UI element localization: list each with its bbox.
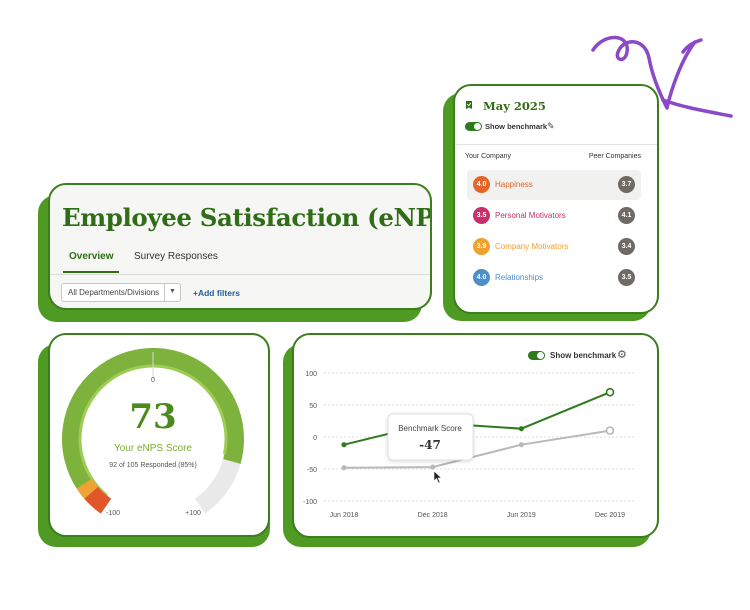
tooltip-title: Benchmark Score xyxy=(398,424,462,433)
data-point[interactable] xyxy=(341,442,347,448)
gear-icon[interactable]: ⚙ xyxy=(617,349,627,361)
chevron-down-icon: ▼ xyxy=(164,284,180,301)
company-score-badge: 3.5 xyxy=(473,207,490,224)
data-point[interactable] xyxy=(430,464,436,470)
y-tick-label: -50 xyxy=(307,467,317,474)
peer-score-badge: 4.1 xyxy=(618,207,635,224)
y-tick-label: 0 xyxy=(313,435,317,442)
add-filters-link[interactable]: +Add filters xyxy=(193,288,240,298)
tab-overview[interactable]: Overview xyxy=(63,251,120,273)
y-tick-label: -100 xyxy=(303,499,317,506)
benchmark-panel: May 2025 Show benchmark ✎ Your Company P… xyxy=(453,84,659,314)
department-filter-select[interactable]: All Departments/Divisions ▼ xyxy=(61,283,181,302)
data-point[interactable] xyxy=(341,465,347,471)
divider xyxy=(455,144,657,145)
enps-score-value: 73 xyxy=(129,397,176,437)
motivator-row[interactable]: 3.5 Personal Motivators 4.1 xyxy=(467,201,641,231)
chart-benchmark-toggle-label: Show benchmark xyxy=(550,351,617,360)
benchmark-tooltip: Benchmark Score -47 xyxy=(387,413,474,461)
data-point[interactable] xyxy=(518,426,524,432)
x-tick-label: Dec 2019 xyxy=(595,512,625,519)
benchmark-toggle-label: Show benchmark xyxy=(485,122,548,131)
motivator-label: Relationships xyxy=(495,273,544,282)
enps-gauge-card: 0 73 Your eNPS Score 92 of 105 Responded… xyxy=(48,333,270,537)
page-title: Employee Satisfaction (eNPS®) xyxy=(62,203,432,232)
data-point[interactable] xyxy=(518,442,524,448)
month-label: May 2025 xyxy=(483,99,546,113)
panel-header: May 2025 xyxy=(465,99,546,113)
enps-trend-chart: 100 50 0 -50 -100 Jun 2018 Dec 2018 Jun 2019 Dec… xyxy=(303,371,634,519)
gauge-zero-label: 0 xyxy=(151,377,155,384)
gauge-inner-band xyxy=(78,364,228,497)
series-line xyxy=(343,429,611,469)
enps-score-label: Your eNPS Score xyxy=(114,443,192,454)
data-point[interactable] xyxy=(605,387,615,397)
enps-trend-chart-card: Show benchmark ⚙ 100 50 0 -50 -100 Jun 2018 De… xyxy=(292,333,659,538)
employee-satisfaction-card: Employee Satisfaction (eNPS®) Overview S… xyxy=(48,183,432,310)
peer-score-badge: 3.5 xyxy=(618,269,635,286)
company-score-badge: 4.0 xyxy=(473,176,490,193)
motivator-row[interactable]: 4.0 Happiness 3.7 xyxy=(467,170,641,200)
benchmark-toggle[interactable] xyxy=(465,122,482,131)
company-score-badge: 4.0 xyxy=(473,269,490,286)
motivator-label: Happiness xyxy=(495,180,533,189)
clipboard-check-icon xyxy=(466,101,472,109)
gauge-max-label: +100 xyxy=(185,510,201,517)
y-tick-label: 50 xyxy=(309,403,317,410)
gauge-neutral-segment xyxy=(76,478,99,499)
gauge-negative-segment xyxy=(84,486,112,514)
gauge-min-label: -100 xyxy=(106,510,120,517)
x-tick-label: Jun 2018 xyxy=(330,512,359,519)
x-tick-label: Dec 2018 xyxy=(418,512,448,519)
chart-benchmark-toggle[interactable] xyxy=(528,351,545,360)
gauge-fill xyxy=(62,348,244,514)
company-score-badge: 3.9 xyxy=(473,238,490,255)
column-header-your-company: Your Company xyxy=(465,153,512,160)
x-tick-label: Jun 2019 xyxy=(507,512,536,519)
pencil-icon[interactable]: ✎ xyxy=(547,121,555,131)
decorative-scribble xyxy=(591,35,733,118)
motivator-row[interactable]: 3.9 Company Motivators 3.4 xyxy=(467,232,641,262)
y-tick-label: 100 xyxy=(305,371,317,378)
enps-gauge: 0 73 Your eNPS Score 92 of 105 Responded… xyxy=(62,348,244,517)
responded-count: 92 of 105 Responded (85%) xyxy=(109,462,197,469)
peer-score-badge: 3.4 xyxy=(618,238,635,255)
peer-score-badge: 3.7 xyxy=(618,176,635,193)
motivator-label: Company Motivators xyxy=(495,242,569,251)
tab-survey-responses[interactable]: Survey Responses xyxy=(134,251,218,262)
tooltip-value: -47 xyxy=(419,438,441,452)
motivator-row[interactable]: 4.0 Relationships 3.5 xyxy=(467,263,641,293)
tab-bar: Overview Survey Responses xyxy=(50,245,430,275)
data-point[interactable] xyxy=(605,426,615,435)
department-filter-value: All Departments/Divisions xyxy=(68,288,160,297)
column-header-peer-companies: Peer Companies xyxy=(588,153,641,160)
motivator-label: Personal Motivators xyxy=(495,211,566,220)
mouse-cursor-icon xyxy=(433,470,443,484)
